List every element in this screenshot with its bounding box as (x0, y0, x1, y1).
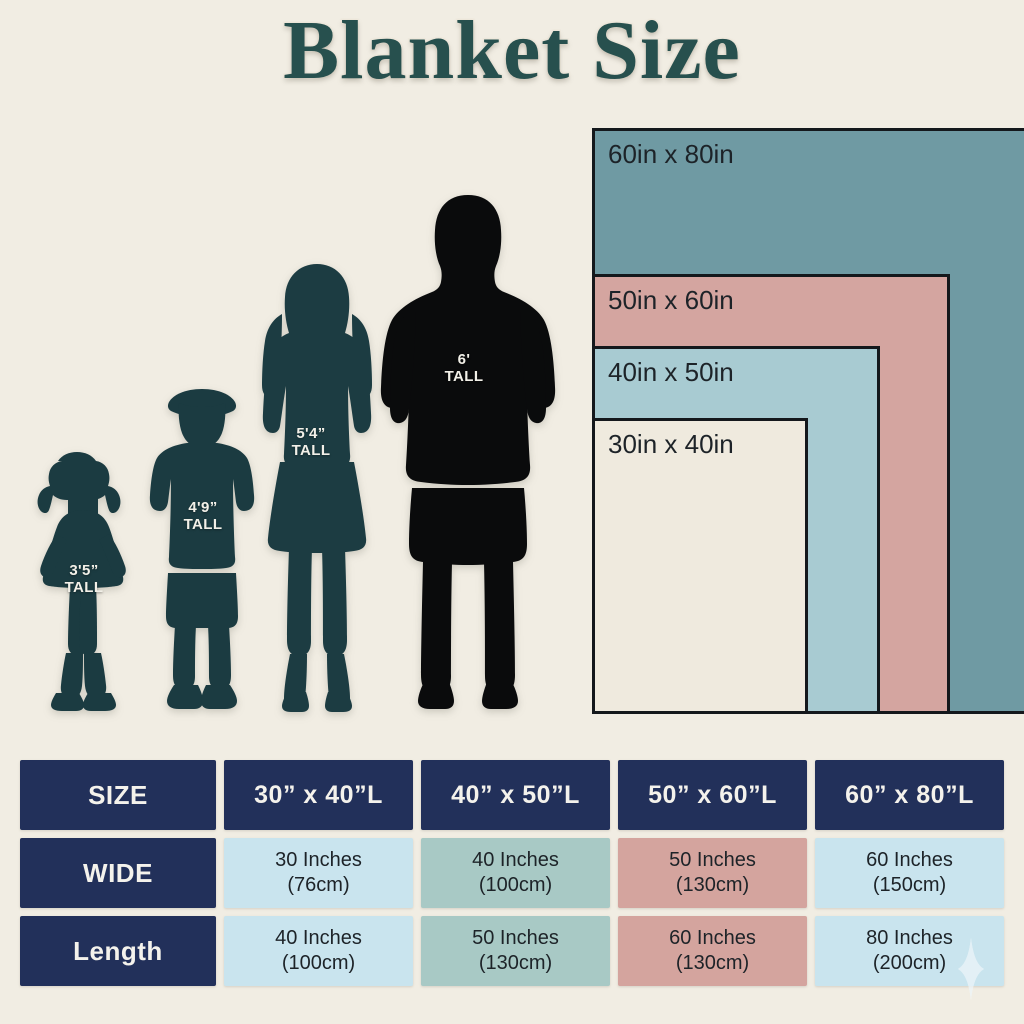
table-cell-length-1[interactable]: 40 Inches (100cm) (224, 916, 413, 986)
table-header-col-3[interactable]: 50” x 60”L (618, 760, 807, 830)
table-row-length: Length 40 Inches (100cm) 50 Inches (130c… (20, 916, 1004, 986)
table-cell-wide-1[interactable]: 30 Inches (76cm) (224, 838, 413, 908)
blanket-rect-label-60x80: 60in x 80in (608, 139, 734, 169)
table-header-col-1[interactable]: 30” x 40”L (224, 760, 413, 830)
table-cell-value: 80 Inches (200cm) (866, 927, 953, 974)
table-cell-value: 40 Inches (100cm) (275, 927, 362, 974)
table-row-wide: WIDE 30 Inches (76cm) 40 Inches (100cm) … (20, 838, 1004, 908)
table-cell-length-2[interactable]: 50 Inches (130cm) (421, 916, 610, 986)
table-header-size: SIZE (20, 760, 216, 830)
table-cell-wide-2[interactable]: 40 Inches (100cm) (421, 838, 610, 908)
blanket-rect-label-50x60: 50in x 60in (608, 285, 734, 315)
boy-silhouette-icon (142, 385, 262, 713)
table-cell-value: 60 Inches (130cm) (669, 927, 756, 974)
table-header-row: SIZE 30” x 40”L 40” x 50”L 50” x 60”L 60… (20, 760, 1004, 830)
table-header-col-4[interactable]: 60” x 80”L (815, 760, 1004, 830)
woman-height-label: 5'4” TALL (291, 425, 331, 459)
girl-silhouette-icon (18, 448, 148, 713)
man-silhouette-icon (378, 192, 558, 713)
table-cell-value: 50 Inches (130cm) (669, 849, 756, 896)
page-title: Blanket Size (282, 3, 742, 99)
boy-height-label: 4'9” TALL (183, 499, 223, 533)
girl-height-label: 3'5” TALL (64, 562, 104, 596)
sparkle-icon (938, 936, 1004, 1002)
table-cell-wide-4[interactable]: 60 Inches (150cm) (815, 838, 1004, 908)
table-row-label-wide: WIDE (20, 838, 216, 908)
table-header-col-2[interactable]: 40” x 50”L (421, 760, 610, 830)
table-cell-value: 30 Inches (76cm) (275, 849, 362, 896)
silhouette-group: 3'5” TALL 4'9” TALL (0, 0, 600, 740)
table-cell-value: 50 Inches (130cm) (472, 927, 559, 974)
blanket-rect-label-40x50: 40in x 50in (608, 357, 734, 387)
size-table: SIZE 30” x 40”L 40” x 50”L 50” x 60”L 60… (20, 760, 1004, 994)
table-cell-length-3[interactable]: 60 Inches (130cm) (618, 916, 807, 986)
table-cell-value: 40 Inches (100cm) (472, 849, 559, 896)
blanket-rect-30x40[interactable]: 30in x 40in (592, 418, 808, 714)
table-cell-value: 60 Inches (150cm) (866, 849, 953, 896)
table-cell-wide-3[interactable]: 50 Inches (130cm) (618, 838, 807, 908)
man-height-label: 6' TALL (444, 351, 484, 385)
blanket-rect-label-30x40: 30in x 40in (608, 429, 734, 459)
woman-silhouette-icon (252, 262, 382, 713)
table-row-label-length: Length (20, 916, 216, 986)
